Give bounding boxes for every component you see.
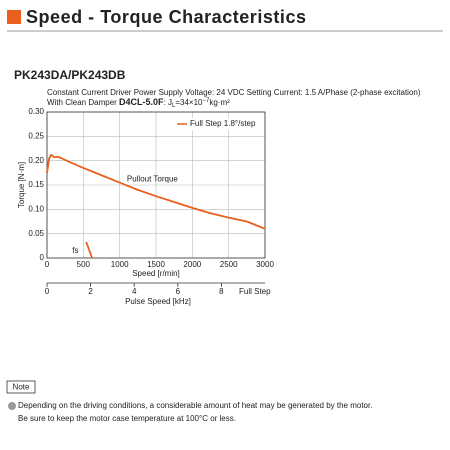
damper-prefix: With Clean Damper	[47, 98, 117, 107]
plot-frame	[46, 111, 266, 259]
y-tick-label: 0.30	[28, 107, 44, 116]
inertia-symbol: : J	[164, 98, 172, 107]
x-tick-label: 1500	[147, 260, 165, 269]
y-tick-label: 0.20	[28, 156, 44, 165]
x2-tick-label: 4	[132, 287, 137, 296]
note-line: Be sure to keep the motor case temperatu…	[18, 414, 236, 423]
x-tick-label: 1000	[111, 260, 129, 269]
damper-model: D4CL-5.0F	[119, 97, 164, 107]
note-box	[6, 380, 36, 394]
y-tick-label: 0	[40, 253, 45, 262]
y-tick-label: 0.05	[28, 229, 44, 238]
x-tick-label: 0	[45, 260, 50, 269]
y-axis-label: Torque [N·m]	[17, 162, 26, 208]
damper-line: With Clean Damper D4CL-5.0F: JL=34×10−7k…	[47, 97, 230, 108]
note-bullet	[8, 402, 16, 410]
x-axis-label: Speed [r/min]	[132, 269, 180, 278]
inertia-sub: L	[172, 103, 176, 109]
inertia-unit: kg·m²	[209, 98, 230, 107]
inertia-exp: −7	[203, 98, 211, 104]
x-tick-label: 500	[77, 260, 91, 269]
inertia-value: =34×10	[175, 98, 203, 107]
legend-label: Full Step 1.8°/step	[190, 119, 256, 128]
x-tick-label: 2500	[220, 260, 238, 269]
x-tick-label: 3000	[256, 260, 274, 269]
y-tick-label: 0.15	[28, 180, 44, 189]
x-tick-label: 2000	[183, 260, 201, 269]
torque-curve	[85, 241, 93, 259]
note-line: Depending on the driving conditions, a c…	[18, 401, 372, 410]
series-label: fs	[72, 246, 78, 255]
y-tick-label: 0.25	[28, 131, 44, 140]
legend-box	[173, 118, 261, 130]
x2-tick-label: 2	[88, 287, 93, 296]
x2-axis-label: Pulse Speed [kHz]	[125, 297, 191, 306]
model: PK243DA/PK243DB	[14, 68, 126, 82]
annotation: Pullout Torque	[127, 174, 179, 183]
torque-curve	[46, 153, 266, 230]
x2-tick-label: 6	[176, 287, 181, 296]
page-title: Speed - Torque Characteristics	[26, 7, 306, 27]
x2-tick-label: 8	[219, 287, 224, 296]
y-tick-label: 0.10	[28, 204, 44, 213]
x2-tick-label: 0	[45, 287, 50, 296]
title-icon	[7, 10, 21, 24]
x2-note: Full Step	[239, 287, 271, 296]
conditions: Constant Current Driver Power Supply Vol…	[47, 88, 421, 97]
note-label: Note	[13, 383, 30, 392]
